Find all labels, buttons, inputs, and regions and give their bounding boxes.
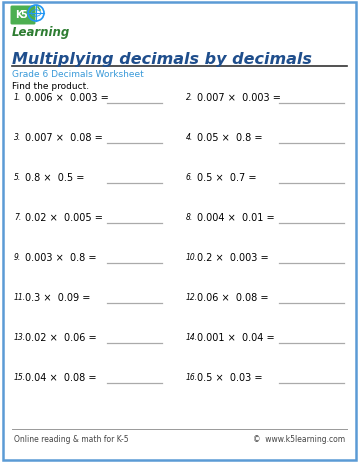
Text: 11.: 11. <box>14 292 26 301</box>
Text: 0.02 ×  0.005 =: 0.02 × 0.005 = <box>25 213 103 223</box>
Text: 3.: 3. <box>14 133 21 142</box>
Text: Learning: Learning <box>12 26 70 39</box>
Text: Grade 6 Decimals Worksheet: Grade 6 Decimals Worksheet <box>12 70 144 79</box>
Text: 0.007 ×  0.003 =: 0.007 × 0.003 = <box>197 93 281 103</box>
Text: 0.5 ×  0.7 =: 0.5 × 0.7 = <box>197 173 256 182</box>
Text: 0.006 ×  0.003 =: 0.006 × 0.003 = <box>25 93 109 103</box>
Text: 5.: 5. <box>14 173 21 181</box>
Text: Find the product.: Find the product. <box>12 82 89 91</box>
Text: 13.: 13. <box>14 332 26 341</box>
Text: 9.: 9. <box>14 252 21 262</box>
Text: Online reading & math for K-5: Online reading & math for K-5 <box>14 434 129 443</box>
Text: 0.06 ×  0.08 =: 0.06 × 0.08 = <box>197 292 269 302</box>
Text: K: K <box>15 10 23 20</box>
Text: ©  www.k5learning.com: © www.k5learning.com <box>253 434 345 443</box>
Text: 8.: 8. <box>186 213 193 221</box>
Text: 5: 5 <box>20 10 27 20</box>
Text: 0.5 ×  0.03 =: 0.5 × 0.03 = <box>197 372 262 382</box>
Text: 0.3 ×  0.09 =: 0.3 × 0.09 = <box>25 292 90 302</box>
FancyBboxPatch shape <box>3 3 356 460</box>
FancyBboxPatch shape <box>10 6 36 25</box>
Text: 6.: 6. <box>186 173 193 181</box>
Text: 16.: 16. <box>186 372 198 381</box>
Text: 0.004 ×  0.01 =: 0.004 × 0.01 = <box>197 213 275 223</box>
Text: 12.: 12. <box>186 292 198 301</box>
Text: 0.001 ×  0.04 =: 0.001 × 0.04 = <box>197 332 275 342</box>
Text: 4.: 4. <box>186 133 193 142</box>
Text: 2.: 2. <box>186 93 193 102</box>
Text: 14.: 14. <box>186 332 198 341</box>
Text: 0.007 ×  0.08 =: 0.007 × 0.08 = <box>25 133 103 143</box>
Text: 0.04 ×  0.08 =: 0.04 × 0.08 = <box>25 372 97 382</box>
Text: 0.003 ×  0.8 =: 0.003 × 0.8 = <box>25 252 97 263</box>
Text: 0.02 ×  0.06 =: 0.02 × 0.06 = <box>25 332 97 342</box>
Text: 0.8 ×  0.5 =: 0.8 × 0.5 = <box>25 173 84 182</box>
Text: Multiplying decimals by decimals: Multiplying decimals by decimals <box>12 52 312 67</box>
Text: 10.: 10. <box>186 252 198 262</box>
Text: 15.: 15. <box>14 372 26 381</box>
Text: 7.: 7. <box>14 213 21 221</box>
Text: 0.05 ×  0.8 =: 0.05 × 0.8 = <box>197 133 262 143</box>
Text: 1.: 1. <box>14 93 21 102</box>
Text: 0.2 ×  0.003 =: 0.2 × 0.003 = <box>197 252 269 263</box>
